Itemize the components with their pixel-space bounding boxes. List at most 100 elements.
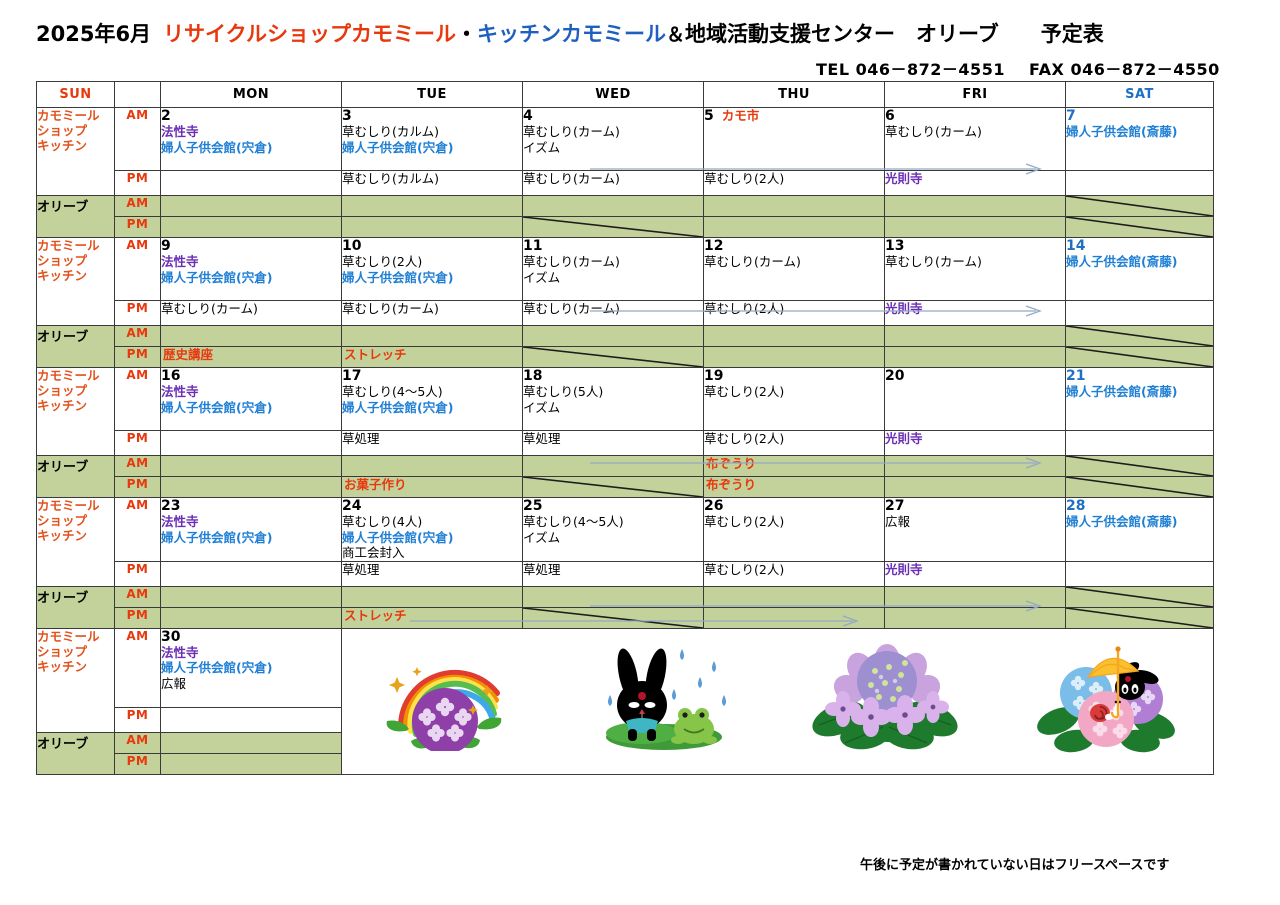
schedule-cell[interactable]: 4 草むしり(カーム) イズム: [522, 107, 704, 171]
schedule-cell[interactable]: 草むしり(カルム): [341, 170, 523, 196]
olive-schedule-cell[interactable]: [522, 216, 704, 238]
olive-schedule-cell[interactable]: [1065, 455, 1214, 477]
schedule-cell[interactable]: 草処理: [522, 560, 704, 587]
olive-schedule-cell[interactable]: [341, 585, 523, 608]
olive-schedule-cell[interactable]: [522, 606, 704, 629]
olive-schedule-cell[interactable]: [341, 195, 523, 217]
olive-schedule-cell[interactable]: [884, 455, 1066, 477]
olive-schedule-cell[interactable]: [160, 476, 342, 498]
schedule-cell[interactable]: 30 法性寺 婦人子供会館(宍倉) 広報: [160, 627, 342, 708]
olive-schedule-cell[interactable]: [1065, 606, 1214, 629]
schedule-cell[interactable]: 9 法性寺 婦人子供会館(宍倉): [160, 237, 342, 301]
schedule-cell[interactable]: 6 草むしり(カーム): [884, 107, 1066, 171]
schedule-cell[interactable]: 草むしり(2人): [703, 560, 885, 587]
olive-schedule-cell[interactable]: [160, 325, 342, 347]
olive-schedule-cell[interactable]: [341, 325, 523, 347]
olive-schedule-cell[interactable]: [522, 585, 704, 608]
olive-schedule-cell[interactable]: [160, 216, 342, 238]
schedule-cell[interactable]: 19 草むしり(2人): [703, 367, 885, 431]
olive-schedule-cell[interactable]: [703, 216, 885, 238]
schedule-cell[interactable]: 14 婦人子供会館(斎藤): [1065, 237, 1214, 301]
olive-schedule-cell[interactable]: [884, 606, 1066, 629]
schedule-cell[interactable]: 草むしり(2人): [703, 170, 885, 196]
schedule-cell[interactable]: 草むしり(2人): [703, 300, 885, 326]
olive-schedule-cell[interactable]: [703, 346, 885, 368]
olive-schedule-cell[interactable]: [522, 455, 704, 477]
schedule-cell[interactable]: 7 婦人子供会館(斎藤): [1065, 107, 1214, 171]
schedule-cell[interactable]: [1065, 300, 1214, 326]
schedule-cell[interactable]: 3 草むしり(カルム) 婦人子供会館(宍倉): [341, 107, 523, 171]
schedule-cell[interactable]: 草むしり(2人): [703, 430, 885, 456]
olive-schedule-cell[interactable]: [522, 195, 704, 217]
schedule-cell[interactable]: 16 法性寺 婦人子供会館(宍倉): [160, 367, 342, 431]
schedule-cell[interactable]: 草むしり(カーム): [522, 300, 704, 326]
olive-schedule-cell[interactable]: [341, 216, 523, 238]
schedule-cell[interactable]: 草処理: [341, 430, 523, 456]
schedule-cell[interactable]: 10 草むしり(2人) 婦人子供会館(宍倉): [341, 237, 523, 301]
olive-schedule-cell[interactable]: [703, 325, 885, 347]
schedule-cell[interactable]: 草処理: [522, 430, 704, 456]
olive-schedule-cell[interactable]: [884, 585, 1066, 608]
olive-schedule-cell[interactable]: [160, 455, 342, 477]
schedule-cell[interactable]: [1065, 170, 1214, 196]
olive-schedule-cell[interactable]: [1065, 346, 1214, 368]
schedule-cell[interactable]: [160, 170, 342, 196]
schedule-cell[interactable]: 草処理: [341, 560, 523, 587]
schedule-cell[interactable]: 光則寺: [884, 430, 1066, 456]
olive-schedule-cell[interactable]: 布ぞうり: [703, 455, 885, 477]
olive-schedule-cell[interactable]: [1065, 476, 1214, 498]
schedule-cell[interactable]: [1065, 430, 1214, 456]
olive-schedule-cell[interactable]: [160, 585, 342, 608]
olive-schedule-cell[interactable]: [522, 346, 704, 368]
olive-schedule-cell[interactable]: お菓子作り: [341, 476, 523, 498]
schedule-cell[interactable]: 23 法性寺 婦人子供会館(宍倉): [160, 497, 342, 562]
schedule-cell[interactable]: 光則寺: [884, 300, 1066, 326]
schedule-cell[interactable]: 12 草むしり(カーム): [703, 237, 885, 301]
schedule-cell[interactable]: [160, 560, 342, 587]
schedule-cell[interactable]: [160, 706, 342, 733]
olive-schedule-cell[interactable]: [341, 455, 523, 477]
olive-schedule-cell[interactable]: [884, 195, 1066, 217]
schedule-cell[interactable]: 草むしり(カーム): [341, 300, 523, 326]
schedule-cell[interactable]: 17 草むしり(4〜5人) 婦人子供会館(宍倉): [341, 367, 523, 431]
schedule-cell[interactable]: 13 草むしり(カーム): [884, 237, 1066, 301]
olive-schedule-cell[interactable]: 歴史講座: [160, 346, 342, 368]
schedule-cell[interactable]: 20: [884, 367, 1066, 431]
schedule-cell[interactable]: [160, 430, 342, 456]
olive-schedule-cell[interactable]: ストレッチ: [341, 606, 523, 629]
schedule-cell[interactable]: [1065, 560, 1214, 587]
schedule-cell[interactable]: 21 婦人子供会館(斎藤): [1065, 367, 1214, 431]
olive-schedule-cell[interactable]: [522, 325, 704, 347]
olive-schedule-cell[interactable]: [1065, 325, 1214, 347]
olive-schedule-cell[interactable]: [160, 731, 342, 754]
olive-schedule-cell[interactable]: [160, 606, 342, 629]
schedule-cell[interactable]: 25 草むしり(4〜5人) イズム: [522, 497, 704, 562]
olive-schedule-cell[interactable]: [1065, 585, 1214, 608]
olive-schedule-cell[interactable]: [884, 476, 1066, 498]
schedule-cell[interactable]: 26 草むしり(2人): [703, 497, 885, 562]
olive-schedule-cell[interactable]: [703, 606, 885, 629]
olive-schedule-cell[interactable]: [160, 752, 342, 775]
schedule-cell[interactable]: 18 草むしり(5人) イズム: [522, 367, 704, 431]
olive-schedule-cell[interactable]: [703, 195, 885, 217]
schedule-cell[interactable]: 11 草むしり(カーム) イズム: [522, 237, 704, 301]
olive-schedule-cell[interactable]: [1065, 195, 1214, 217]
olive-schedule-cell[interactable]: [703, 585, 885, 608]
schedule-cell[interactable]: 5 カモ市: [703, 107, 885, 171]
olive-schedule-cell[interactable]: [160, 195, 342, 217]
schedule-cell[interactable]: 光則寺: [884, 170, 1066, 196]
schedule-cell[interactable]: 光則寺: [884, 560, 1066, 587]
schedule-cell[interactable]: 24 草むしり(4人) 婦人子供会館(宍倉) 商工会封入: [341, 497, 523, 562]
schedule-cell[interactable]: 27 広報: [884, 497, 1066, 562]
schedule-cell[interactable]: 草むしり(カーム): [160, 300, 342, 326]
olive-schedule-cell[interactable]: [884, 346, 1066, 368]
olive-schedule-cell[interactable]: [884, 325, 1066, 347]
olive-schedule-cell[interactable]: [1065, 216, 1214, 238]
schedule-cell[interactable]: 草むしり(カーム): [522, 170, 704, 196]
schedule-cell[interactable]: 2 法性寺 婦人子供会館(宍倉): [160, 107, 342, 171]
olive-schedule-cell[interactable]: 布ぞうり: [703, 476, 885, 498]
olive-schedule-cell[interactable]: [522, 476, 704, 498]
schedule-cell[interactable]: 28 婦人子供会館(斎藤): [1065, 497, 1214, 562]
olive-schedule-cell[interactable]: ストレッチ: [341, 346, 523, 368]
olive-schedule-cell[interactable]: [884, 216, 1066, 238]
